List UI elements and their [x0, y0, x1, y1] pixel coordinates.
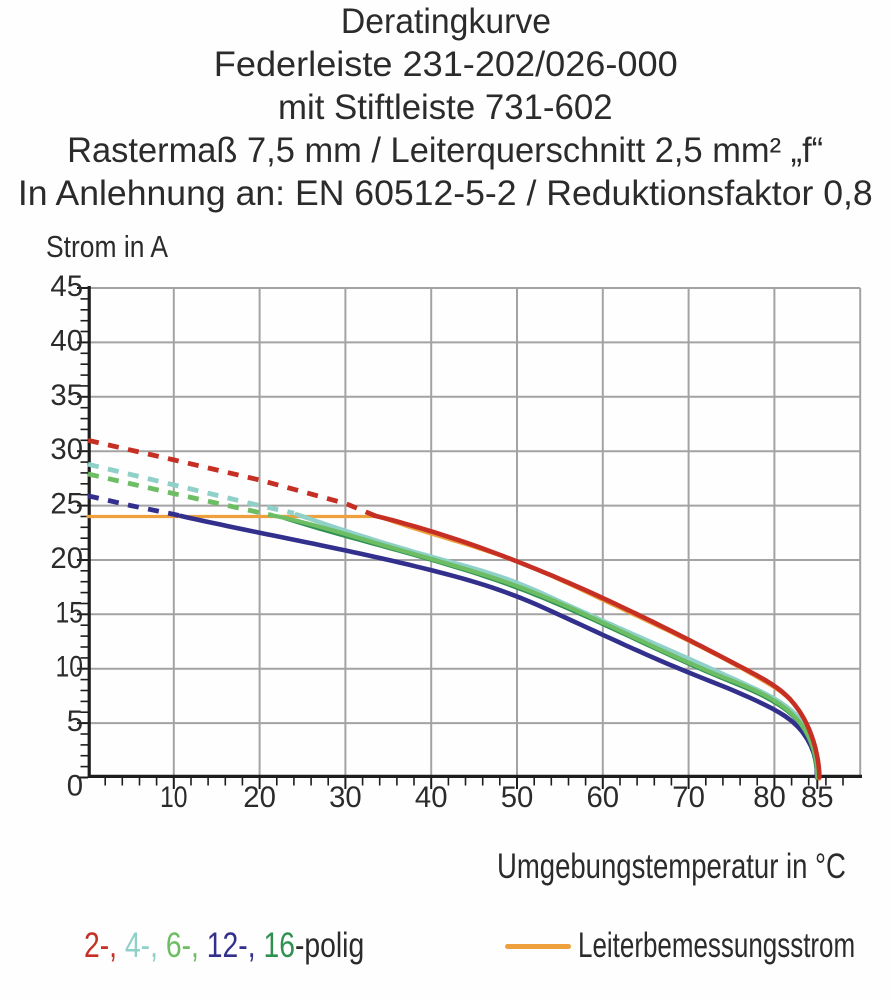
svg-text:10: 10 — [160, 781, 188, 814]
svg-text:0: 0 — [67, 770, 83, 803]
svg-text:45: 45 — [50, 270, 83, 303]
svg-text:25: 25 — [50, 488, 83, 521]
svg-text:10: 10 — [56, 651, 84, 684]
svg-text:20: 20 — [243, 781, 276, 814]
svg-text:35: 35 — [50, 379, 83, 412]
svg-text:80: 80 — [753, 781, 786, 814]
svg-text:15: 15 — [56, 596, 84, 629]
svg-text:60: 60 — [587, 781, 620, 814]
svg-text:5: 5 — [67, 705, 83, 738]
svg-text:40: 40 — [50, 324, 83, 357]
svg-text:85: 85 — [801, 781, 834, 814]
svg-text:20: 20 — [50, 542, 83, 575]
svg-text:40: 40 — [415, 781, 448, 814]
svg-text:30: 30 — [329, 781, 362, 814]
svg-text:70: 70 — [672, 781, 705, 814]
svg-text:50: 50 — [501, 781, 534, 814]
svg-text:30: 30 — [50, 433, 83, 466]
